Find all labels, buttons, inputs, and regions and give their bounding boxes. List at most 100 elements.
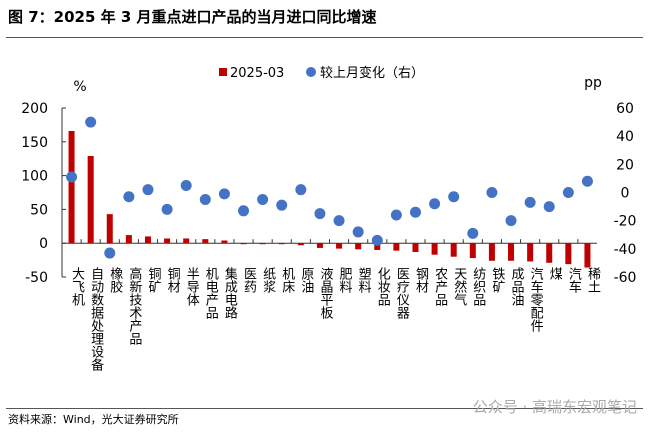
dot-汽车零配件 — [524, 196, 536, 208]
dot-成品油 — [505, 215, 517, 227]
bar-钢材 — [412, 243, 419, 252]
category-label: 铜矿 — [145, 267, 161, 293]
category-label: 化妆品 — [375, 267, 391, 306]
right-tick-label: 20 — [616, 157, 634, 173]
category-label: 汽车零配件 — [528, 267, 544, 332]
dot-原油 — [295, 184, 307, 196]
dot-液晶平板 — [314, 208, 326, 220]
dot-铜材 — [161, 203, 173, 215]
category-label: 医药 — [241, 267, 257, 293]
category-label: 机电产品 — [203, 267, 219, 319]
right-tick-label: -40 — [614, 242, 637, 258]
bar-铁矿 — [488, 243, 495, 261]
category-label: 自动数据处理设备 — [88, 267, 104, 372]
bar-铜材 — [164, 238, 171, 244]
dot-机床 — [276, 199, 288, 211]
left-tick-label: -50 — [25, 270, 48, 286]
category-label: 成品油 — [509, 267, 525, 306]
bar-成品油 — [508, 243, 515, 261]
dot-医药 — [238, 205, 250, 217]
dot-半导体 — [180, 179, 192, 191]
category-label: 大飞机 — [69, 267, 85, 307]
category-label: 液晶平板 — [317, 267, 333, 320]
dot-集成电路 — [218, 188, 230, 200]
bar-塑料 — [355, 243, 362, 250]
bar-液晶平板 — [316, 243, 323, 248]
right-tick-label: -60 — [614, 270, 637, 286]
bar-天然气 — [450, 243, 457, 257]
dot-医疗仪器 — [390, 209, 402, 221]
dot-煤 — [543, 201, 555, 213]
bar-半导体 — [183, 238, 190, 244]
category-label: 集成电路 — [222, 267, 238, 320]
source-divider — [6, 408, 643, 409]
dot-钢材 — [409, 206, 421, 218]
category-label: 医疗仪器 — [394, 267, 410, 320]
category-label: 铁矿 — [489, 267, 505, 293]
bar-大飞机 — [68, 130, 75, 244]
bar-纸浆 — [259, 243, 266, 245]
category-label: 机床 — [279, 267, 295, 293]
bar-纺织品 — [469, 243, 476, 259]
bar-农产品 — [431, 243, 438, 255]
bar-橡胶 — [106, 214, 113, 244]
category-label: 钢材 — [413, 267, 429, 293]
dot-大飞机 — [66, 171, 78, 183]
bar-汽车零配件 — [527, 243, 534, 262]
dot-塑料 — [352, 226, 364, 238]
right-tick-label: 60 — [616, 101, 634, 117]
legend-bar-label: 2025-03 — [230, 66, 284, 81]
category-label: 稀土 — [585, 267, 601, 293]
legend-dot-label: 较上月变化（右） — [320, 65, 424, 81]
category-label: 煤 — [547, 267, 563, 280]
bar-医疗仪器 — [393, 243, 400, 251]
dot-纺织品 — [467, 227, 479, 239]
category-label: 纸浆 — [260, 267, 276, 293]
legend-bar-swatch — [219, 68, 227, 76]
category-label: 纺织品 — [470, 267, 486, 306]
dot-农产品 — [429, 198, 441, 210]
dot-高新技术产品 — [123, 191, 135, 203]
right-unit: pp — [584, 75, 602, 91]
bar-肥料 — [336, 243, 343, 249]
dot-汽车 — [562, 187, 574, 198]
left-tick-label: 0 — [39, 236, 48, 252]
bar-自动数据处理设备 — [87, 155, 94, 244]
dot-机电产品 — [199, 194, 211, 206]
category-label: 塑料 — [356, 267, 372, 293]
source-note: 资料来源：Wind，光大证券研究所 — [8, 413, 179, 426]
category-label: 肥料 — [337, 267, 353, 293]
category-label: 原油 — [298, 267, 314, 293]
dot-稀土 — [581, 175, 593, 187]
legend-dot-swatch — [306, 67, 316, 77]
bar-原油 — [297, 243, 304, 246]
bar-集成电路 — [221, 240, 228, 244]
bar-高新技术产品 — [125, 235, 132, 244]
dot-自动数据处理设备 — [85, 116, 97, 128]
dot-化妆品 — [371, 234, 383, 246]
dot-纸浆 — [257, 194, 269, 206]
left-unit: % — [73, 79, 86, 95]
right-tick-label: 0 — [621, 186, 630, 202]
bar-机电产品 — [202, 239, 209, 244]
right-tick-label: 40 — [616, 129, 634, 145]
bar-化妆品 — [374, 243, 381, 250]
title-divider — [6, 37, 643, 38]
left-tick-label: 100 — [21, 169, 48, 185]
bar-铜矿 — [144, 236, 151, 244]
right-tick-label: -20 — [614, 214, 637, 230]
dot-铜矿 — [142, 184, 154, 196]
bar-汽车 — [565, 243, 572, 265]
category-label: 汽车 — [566, 267, 582, 293]
left-tick-label: 50 — [30, 202, 48, 218]
dot-橡胶 — [104, 247, 116, 259]
chart-title: 图 7：2025 年 3 月重点进口产品的当月进口同比增速 — [8, 8, 377, 26]
bar-稀土 — [584, 243, 591, 268]
bar-煤 — [546, 243, 553, 263]
dot-铁矿 — [486, 187, 498, 198]
dot-天然气 — [448, 191, 460, 203]
category-label: 橡胶 — [107, 267, 123, 294]
dot-肥料 — [333, 215, 345, 227]
